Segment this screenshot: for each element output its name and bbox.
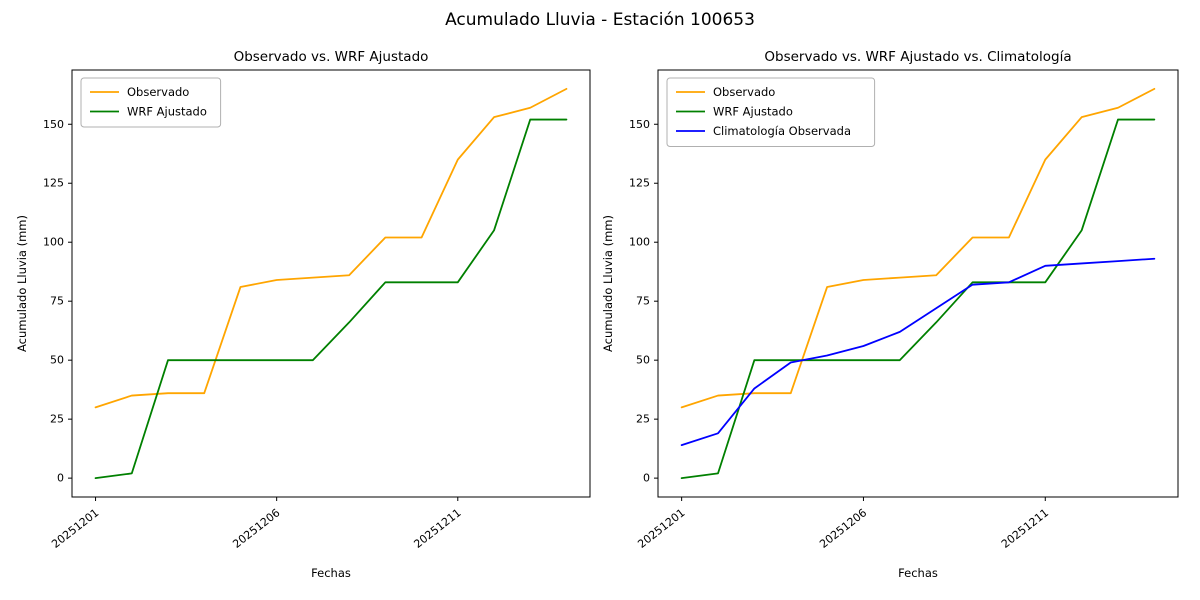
y-tick-label: 125 bbox=[629, 177, 650, 190]
x-tick-label: 20251201 bbox=[635, 506, 687, 551]
legend-box bbox=[80, 77, 222, 128]
y-tick-label: 25 bbox=[636, 413, 650, 426]
y-tick-label: 0 bbox=[643, 472, 650, 485]
legend-label-observado: Observado bbox=[127, 85, 189, 99]
series-line-climatologia-observada bbox=[680, 257, 1156, 446]
series-line-observado bbox=[94, 87, 568, 409]
y-tick-label: 50 bbox=[636, 354, 650, 367]
x-tick-label: 20251206 bbox=[230, 506, 282, 551]
y-axis-label: Acumulado Lluvia (mm) bbox=[15, 215, 29, 352]
x-tick-label: 20251211 bbox=[411, 506, 463, 551]
y-tick-label: 150 bbox=[629, 118, 650, 131]
y-tick-label: 150 bbox=[43, 118, 64, 131]
subplot-title: Observado vs. WRF Ajustado bbox=[234, 49, 429, 65]
subplot-title: Observado vs. WRF Ajustado vs. Climatolo… bbox=[764, 49, 1071, 65]
y-tick-label: 0 bbox=[57, 472, 64, 485]
x-tick-label: 20251201 bbox=[49, 506, 101, 551]
legend-label-wrf-ajustado: WRF Ajustado bbox=[713, 105, 793, 119]
series-line-observado bbox=[680, 87, 1156, 409]
x-axis-label: Fechas bbox=[898, 566, 938, 580]
axes-frame bbox=[71, 69, 591, 498]
legend-label-wrf-ajustado: WRF Ajustado bbox=[127, 105, 207, 119]
y-tick-label: 25 bbox=[50, 413, 64, 426]
x-tick-label: 20251211 bbox=[999, 506, 1051, 551]
series-line-wrf-ajustado bbox=[680, 118, 1156, 480]
y-tick-label: 50 bbox=[50, 354, 64, 367]
chart-observado-vs-wrf-vs-climatologia: 0 25 50 75 100 125 150 20251201 20251206 20251211… bbox=[601, 49, 1179, 580]
y-tick-label: 100 bbox=[629, 236, 650, 249]
legend-box bbox=[666, 77, 876, 147]
y-tick-label: 75 bbox=[50, 295, 64, 308]
axes-frame bbox=[657, 69, 1179, 498]
x-tick-label: 20251206 bbox=[817, 506, 869, 551]
y-tick-label: 100 bbox=[43, 236, 64, 249]
legend-label-observado: Observado bbox=[713, 85, 775, 99]
chart-observado-vs-wrf: 0 25 50 75 100 125 150 20251201 20251206 20251211… bbox=[15, 49, 591, 580]
x-axis-label: Fechas bbox=[311, 566, 351, 580]
figure-title: Acumulado Lluvia - Estación 100653 bbox=[445, 10, 755, 30]
y-axis-label: Acumulado Lluvia (mm) bbox=[601, 215, 615, 352]
legend-label-climatologia-observada: Climatología Observada bbox=[713, 124, 851, 138]
y-tick-label: 125 bbox=[43, 177, 64, 190]
series-line-wrf-ajustado bbox=[94, 118, 568, 480]
y-tick-label: 75 bbox=[636, 295, 650, 308]
